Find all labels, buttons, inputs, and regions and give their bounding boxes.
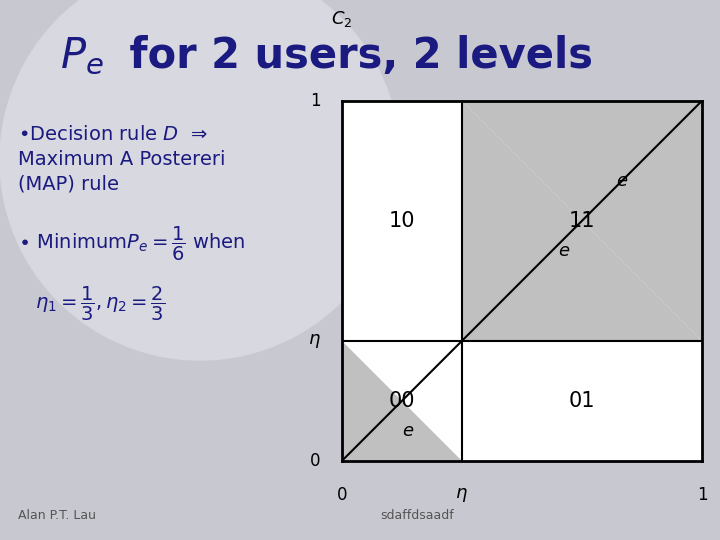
Circle shape [0, 0, 400, 360]
Text: Maximum A Postereri: Maximum A Postereri [18, 150, 225, 169]
Text: $P_e$: $P_e$ [60, 35, 104, 77]
Text: 0: 0 [310, 452, 320, 470]
Text: $\eta_1 = \dfrac{1}{3},\eta_2 = \dfrac{2}{3}$: $\eta_1 = \dfrac{1}{3},\eta_2 = \dfrac{2… [35, 285, 166, 323]
Text: $\eta$: $\eta$ [456, 486, 468, 504]
Text: 1: 1 [697, 486, 707, 504]
Text: $\eta$: $\eta$ [307, 332, 320, 350]
Text: for 2 users, 2 levels: for 2 users, 2 levels [115, 35, 593, 77]
Polygon shape [462, 101, 702, 341]
Text: $C_2$: $C_2$ [331, 9, 353, 29]
Text: e: e [402, 422, 413, 440]
Text: 11: 11 [569, 211, 595, 231]
Text: 10: 10 [389, 211, 415, 231]
Text: •Decision rule $D$  ⇒: •Decision rule $D$ ⇒ [18, 125, 207, 144]
Text: sdaffdsaadf: sdaffdsaadf [380, 509, 454, 522]
Text: 01: 01 [569, 391, 595, 411]
Text: 0: 0 [337, 486, 347, 504]
Text: Alan P.T. Lau: Alan P.T. Lau [18, 509, 96, 522]
Text: e: e [616, 172, 628, 190]
Polygon shape [462, 101, 702, 341]
Text: $\bullet$ Minimum$P_e = \dfrac{1}{6}$ when: $\bullet$ Minimum$P_e = \dfrac{1}{6}$ wh… [18, 225, 246, 263]
Polygon shape [342, 341, 462, 461]
Text: (MAP) rule: (MAP) rule [18, 175, 119, 194]
Text: e: e [559, 242, 570, 260]
Text: 1: 1 [310, 92, 320, 110]
Text: 00: 00 [389, 391, 415, 411]
